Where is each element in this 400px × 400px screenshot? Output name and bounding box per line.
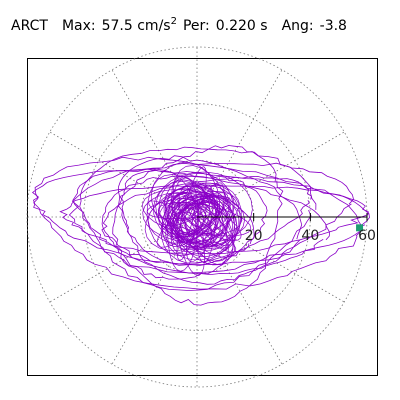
- station-code: ARCT: [11, 18, 48, 34]
- orbit-loop: [101, 175, 268, 280]
- orbit-core-loop: [176, 199, 218, 244]
- orbit-core-loop: [161, 184, 241, 261]
- orbit-core-loop: [146, 162, 220, 256]
- angle-value: -3.8: [319, 18, 347, 34]
- orbit-loop: [72, 168, 330, 276]
- radial-tick-label: 60: [358, 228, 376, 244]
- max-value: 57.5 cm/s: [101, 18, 171, 34]
- peak-marker: [356, 224, 364, 232]
- orbit-core-loop: [176, 198, 242, 242]
- period-value: 0.220 s: [215, 18, 268, 34]
- radial-tick-label: 40: [301, 228, 319, 244]
- period-label: Per:: [182, 18, 210, 34]
- orbit-core-loop: [171, 202, 237, 253]
- orbit-core-loop: [148, 200, 228, 249]
- orbit-core-loop: [146, 196, 232, 219]
- orbit-loop: [31, 168, 370, 265]
- radial-tick-labels: 20 40 60: [245, 228, 376, 244]
- orbit-core-loop: [170, 202, 196, 253]
- orbit-loop: [117, 155, 303, 285]
- orbit-core-loop: [167, 191, 238, 247]
- max-unit-power: 2: [170, 16, 177, 27]
- max-label: Max:: [61, 18, 96, 34]
- orbit-loop: [68, 162, 354, 274]
- grid-spoke: [49, 216, 198, 303]
- orbit-core-loop: [191, 194, 229, 235]
- orbit-core-loop: [176, 166, 207, 261]
- angle-label: Ang:: [281, 18, 314, 34]
- orbit-core-loop: [172, 165, 236, 262]
- orbit-loop: [33, 156, 363, 290]
- radial-axis: [197, 213, 368, 221]
- orbit-trace: [31, 145, 370, 306]
- orbit-core-loop: [171, 201, 219, 243]
- orbit-loop: [59, 184, 369, 255]
- orbit-core-loop: [165, 185, 226, 238]
- orbit-core-loop: [153, 181, 214, 241]
- grid-spoke: [196, 216, 283, 365]
- header: ARCT Max: 57.5 cm/s2 Per: 0.220 s Ang: -3.8: [11, 16, 347, 35]
- radial-tick-label: 20: [245, 228, 263, 244]
- orbit-core-loop: [174, 202, 229, 250]
- orbit-loop: [119, 169, 255, 266]
- orbit-loop: [101, 176, 312, 265]
- orbit-core-loop: [172, 192, 229, 234]
- orbit-loop: [112, 145, 284, 306]
- orbit-core-loop: [144, 182, 235, 251]
